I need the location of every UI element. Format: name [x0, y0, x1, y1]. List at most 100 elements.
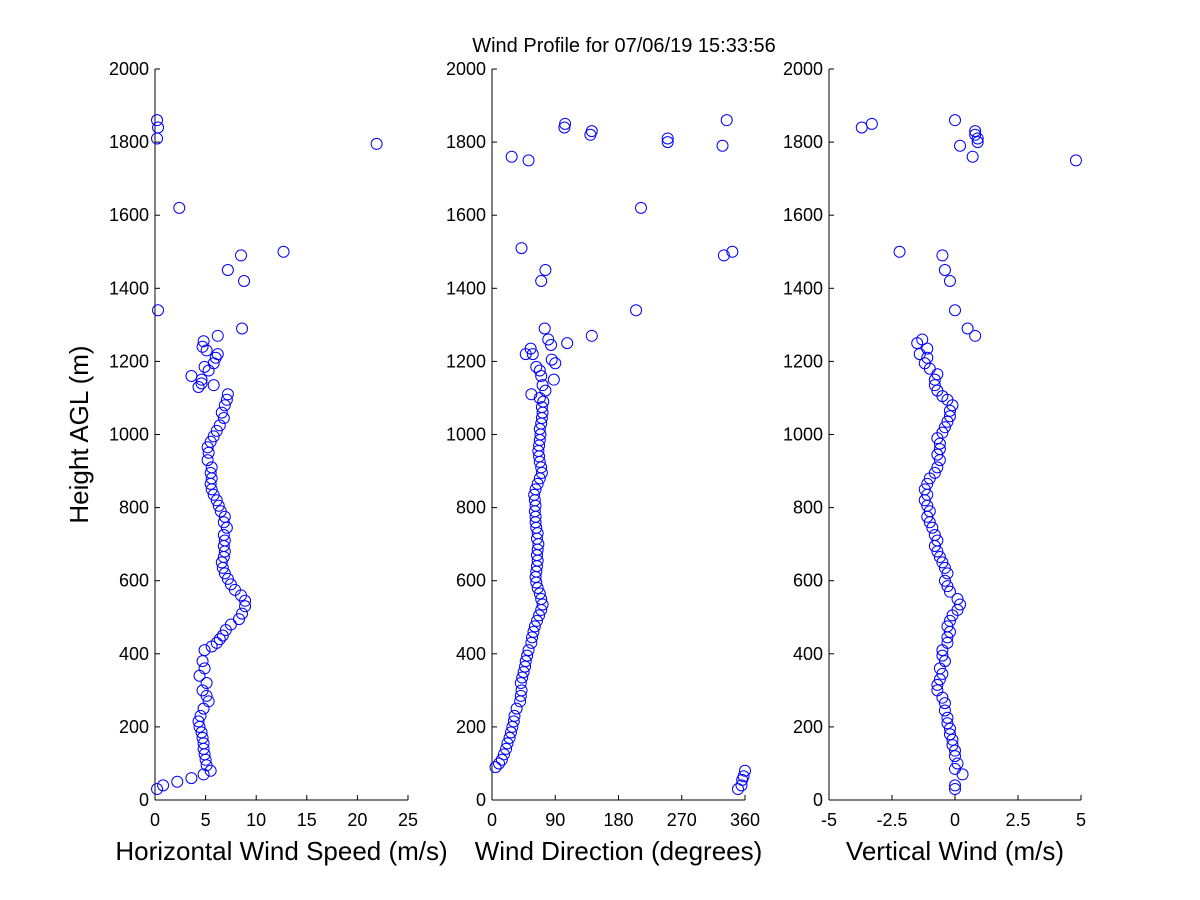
data-point — [198, 644, 211, 657]
data-point — [969, 329, 982, 342]
y-tick-label: 1000 — [446, 425, 486, 445]
data-point — [531, 477, 544, 490]
data-point — [152, 121, 165, 134]
x-tick-label: 0 — [150, 810, 160, 830]
data-point — [539, 384, 552, 397]
data-point — [559, 117, 572, 130]
data-point — [936, 649, 949, 662]
x-tick-label: 5 — [1076, 810, 1086, 830]
data-point — [201, 441, 214, 454]
data-point — [533, 609, 546, 622]
data-point — [585, 125, 598, 138]
data-point — [202, 695, 215, 708]
y-tick-label: 600 — [456, 571, 486, 591]
data-point — [931, 534, 944, 547]
data-point — [514, 689, 527, 702]
x-axis-label: Wind Direction (degrees) — [475, 836, 763, 866]
data-point — [211, 348, 224, 361]
y-tick-label: 0 — [139, 790, 149, 810]
data-point — [210, 494, 223, 507]
y-tick-label: 400 — [119, 644, 149, 664]
x-tick-label: 0 — [487, 810, 497, 830]
data-point — [933, 550, 946, 563]
data-point — [949, 304, 961, 317]
y-tick-label: 1400 — [109, 278, 149, 298]
data-point — [726, 245, 739, 258]
data-point — [235, 249, 248, 262]
data-point — [195, 726, 208, 739]
data-point — [735, 779, 748, 792]
data-point — [224, 618, 237, 631]
data-point — [941, 711, 954, 724]
data-point — [200, 344, 213, 357]
panel-3: 0 200 400 600 800 1000 1200 1400 1600 1800 2000 -5 -… — [783, 59, 1086, 866]
data-point — [192, 380, 205, 393]
y-tick-label: 2000 — [109, 59, 149, 79]
data-point — [218, 534, 231, 547]
data-point — [516, 671, 529, 684]
data-point — [938, 264, 951, 277]
data-point — [928, 529, 941, 542]
data-point — [519, 655, 532, 668]
y-tick-label: 1800 — [446, 132, 486, 152]
data-point — [503, 731, 516, 744]
data-point — [931, 678, 944, 691]
data-point — [938, 561, 951, 574]
data-point — [232, 613, 245, 626]
data-point — [522, 644, 535, 657]
data-point — [505, 150, 518, 163]
data-point — [217, 516, 230, 529]
data-point — [195, 377, 208, 390]
x-tick-label: -5 — [821, 810, 837, 830]
y-tick-label: 400 — [793, 644, 823, 664]
y-tick-label: 1800 — [109, 132, 149, 152]
data-point — [193, 669, 206, 682]
data-point — [943, 274, 956, 287]
data-point — [951, 757, 964, 770]
data-point — [558, 121, 571, 134]
data-point — [218, 399, 231, 412]
data-point — [221, 264, 234, 277]
y-tick-label: 1200 — [446, 351, 486, 371]
x-tick-label: 25 — [398, 810, 418, 830]
data-point — [954, 598, 967, 611]
y-tick-label: 800 — [456, 498, 486, 518]
data-point — [931, 448, 944, 461]
x-tick-label: 90 — [545, 810, 565, 830]
data-point — [207, 488, 220, 501]
data-point — [515, 684, 528, 697]
data-point — [522, 154, 535, 167]
y-tick-label: 1000 — [109, 425, 149, 445]
data-point — [210, 424, 223, 437]
x-tick-label: 20 — [347, 810, 367, 830]
y-tick-label: 0 — [476, 790, 486, 810]
data-point — [943, 404, 956, 417]
data-point — [221, 572, 234, 585]
data-point — [634, 201, 647, 214]
y-tick-label: 800 — [793, 498, 823, 518]
data-point — [238, 274, 251, 287]
data-point — [200, 677, 213, 690]
data-point — [214, 505, 227, 518]
x-tick-label: 180 — [603, 810, 633, 830]
data-point — [956, 768, 969, 781]
data-point — [527, 625, 540, 638]
data-point — [508, 709, 521, 722]
data-point — [220, 393, 233, 406]
data-point — [539, 264, 552, 277]
panel-2: 0 200 400 600 800 1000 1200 1400 1600 1800 2000 0 90… — [446, 59, 762, 866]
y-tick-label: 200 — [793, 717, 823, 737]
data-point — [528, 620, 541, 633]
x-axis-label: Horizontal Wind Speed (m/s) — [115, 836, 447, 866]
data-point — [949, 114, 961, 127]
data-point — [938, 704, 951, 717]
data-point — [921, 477, 934, 490]
data-point — [221, 388, 234, 401]
data-point — [545, 353, 558, 366]
data-point — [969, 128, 982, 141]
data-point — [536, 598, 549, 611]
y-tick-label: 1000 — [783, 425, 823, 445]
y-tick-label: 1200 — [109, 351, 149, 371]
data-point — [893, 245, 906, 258]
x-tick-label: -2.5 — [876, 810, 907, 830]
